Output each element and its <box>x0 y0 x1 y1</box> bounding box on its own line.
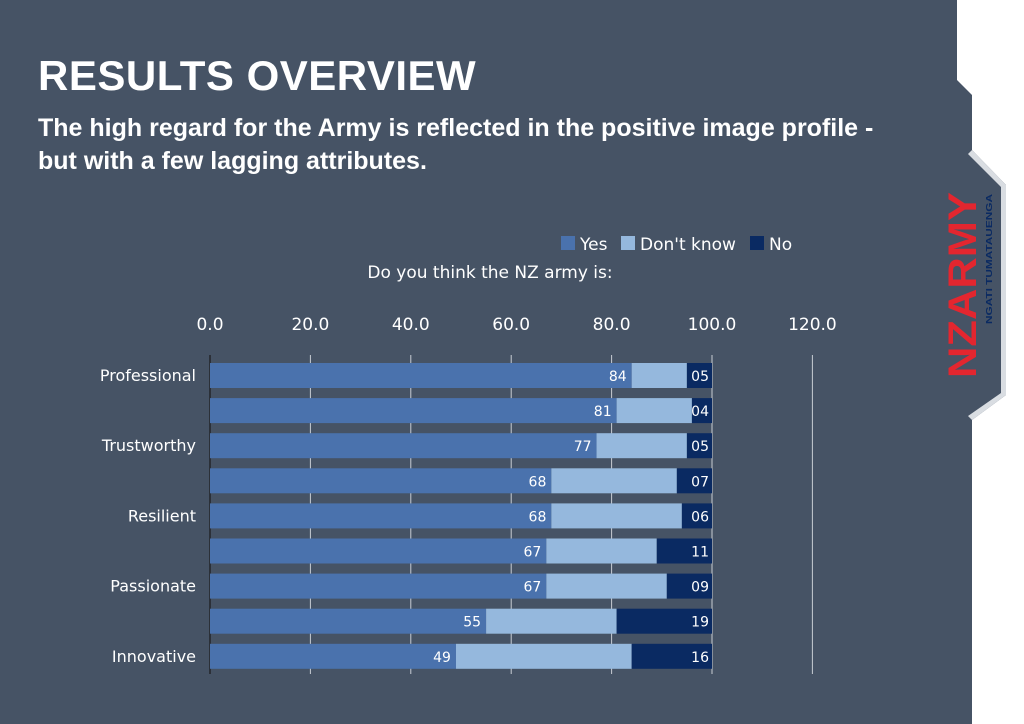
data-label-no: 09 <box>691 580 709 596</box>
data-label-yes: 49 <box>433 650 451 666</box>
x-tick-label: 80.0 <box>593 315 631 335</box>
bar-yes <box>210 398 617 424</box>
data-label-yes: 84 <box>609 369 627 385</box>
legend-label: Don't know <box>640 235 736 255</box>
bar-no <box>616 608 712 634</box>
logo-tagline: NGATI TUMATAUENGA <box>985 194 994 324</box>
bar-yes <box>210 608 487 634</box>
bar-no <box>666 573 712 599</box>
bar-yes <box>210 573 547 599</box>
data-label-no: 05 <box>691 369 709 385</box>
category-label: Passionate <box>110 577 196 596</box>
bar-no <box>656 538 712 564</box>
bar-yes <box>210 468 552 494</box>
data-label-no: 05 <box>691 439 709 455</box>
bar-dont-know <box>551 468 677 494</box>
data-label-yes: 77 <box>574 439 592 455</box>
data-label-yes: 68 <box>529 474 547 490</box>
bar-yes <box>210 538 547 564</box>
bar-dont-know <box>631 363 687 388</box>
legend-swatch <box>750 236 764 250</box>
legend-label: Yes <box>579 235 608 255</box>
bar-yes <box>210 643 456 669</box>
bar-no <box>631 643 712 669</box>
slide-title: RESULTS OVERVIEW <box>38 52 477 99</box>
data-label-no: 07 <box>691 474 709 490</box>
slide-subtitle: The high regard for the Army is reflecte… <box>38 114 874 175</box>
bar-dont-know <box>486 608 617 634</box>
bar-no <box>686 433 712 459</box>
category-label: Trustworthy <box>101 436 196 455</box>
category-label: Professional <box>100 366 196 385</box>
bar-yes <box>210 363 632 388</box>
logo-mark: NZARMY NGATI TUMATAUENGA <box>941 192 994 378</box>
category-label: Innovative <box>112 647 196 666</box>
data-label-yes: 81 <box>594 404 612 420</box>
legend-label: No <box>769 235 792 255</box>
bar-yes <box>210 503 552 529</box>
bar-no <box>681 503 712 529</box>
data-label-yes: 68 <box>529 509 547 525</box>
x-tick-label: 100.0 <box>688 315 737 335</box>
logo-wordmark: NZARMY <box>944 192 985 378</box>
bar-dont-know <box>551 503 682 529</box>
bar-dont-know <box>596 433 687 459</box>
bar-dont-know <box>616 398 692 424</box>
bar-dont-know <box>546 538 657 564</box>
data-label-yes: 67 <box>524 545 542 561</box>
x-tick-label: 40.0 <box>392 315 430 335</box>
data-label-yes: 55 <box>463 615 481 631</box>
data-label-yes: 67 <box>524 580 542 596</box>
category-label: Resilient <box>128 506 196 525</box>
stacked-bar-chart: 0.0 20.0 40.0 60.0 80.0 100.0 120.0 Do you thin… <box>100 235 837 674</box>
data-label-no: 11 <box>691 545 709 561</box>
bar-no <box>686 363 712 388</box>
data-label-no: 04 <box>691 404 709 420</box>
legend-swatch <box>621 236 635 250</box>
data-label-no: 16 <box>691 650 709 666</box>
x-tick-label: 120.0 <box>788 315 837 335</box>
chart-title: Do you think the NZ army is: <box>367 263 612 283</box>
data-label-no: 06 <box>691 509 709 525</box>
data-label-no: 19 <box>691 615 709 631</box>
bar-dont-know <box>546 573 667 599</box>
bar-no <box>676 468 712 494</box>
legend-swatch <box>561 236 575 250</box>
bar-dont-know <box>455 643 632 669</box>
nz-army-logo: NZARMY NGATI TUMATAUENGA <box>941 186 1004 382</box>
bar-yes <box>210 433 597 459</box>
x-tick-label: 60.0 <box>492 315 530 335</box>
x-tick-label: 0.0 <box>196 315 223 335</box>
bar-no <box>691 398 712 424</box>
x-tick-label: 20.0 <box>291 315 329 335</box>
